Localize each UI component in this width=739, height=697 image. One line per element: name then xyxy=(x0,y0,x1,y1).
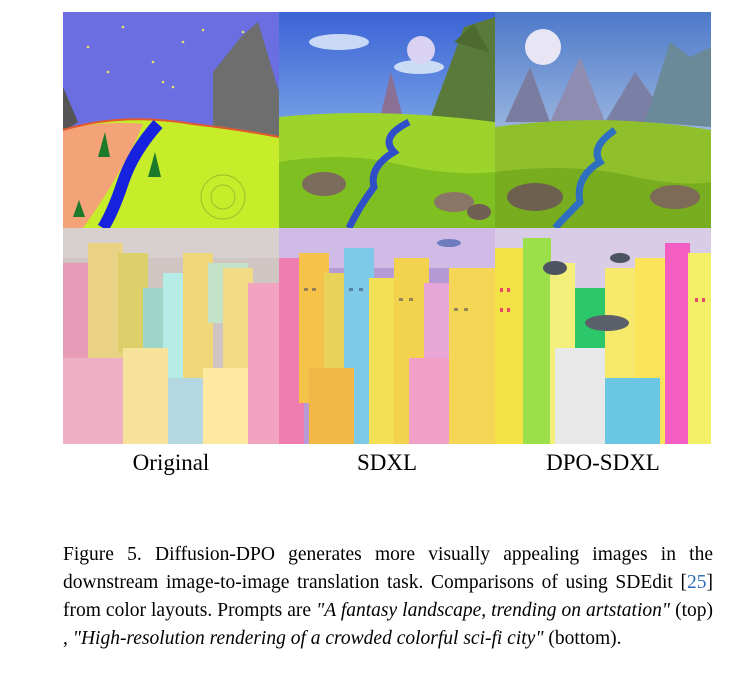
column-label-original: Original xyxy=(132,450,210,475)
sdxl-landscape-image xyxy=(279,12,495,228)
figure-caption: Figure 5. Diffusion-DPO generates more v… xyxy=(63,541,713,653)
dpo-sdxl-landscape-image xyxy=(495,12,711,228)
prompt-bottom: "High-resolution rendering of a crowded … xyxy=(72,628,544,649)
column-label-sdxl: SDXL xyxy=(356,450,418,475)
caption-text-3: (top) , xyxy=(63,600,713,649)
caption-text-4: (bottom). xyxy=(543,628,622,649)
original-landscape-image xyxy=(63,12,279,228)
caption-label: Figure 5. xyxy=(63,544,142,565)
figure-grid xyxy=(63,12,713,444)
sdxl-city-image xyxy=(279,228,495,444)
citation-link[interactable]: 25 xyxy=(687,572,707,593)
caption-text-1: Diffusion-DPO generates more visually ap… xyxy=(63,544,713,593)
caption-text-2: ] from color layouts. Prompts are xyxy=(63,572,713,621)
column-label-dpo-sdxl: DPO-SDXL xyxy=(546,450,660,475)
original-city-image xyxy=(63,228,279,444)
prompt-top: "A fantasy landscape, trending on artsta… xyxy=(316,600,671,621)
dpo-sdxl-city-image xyxy=(495,228,711,444)
